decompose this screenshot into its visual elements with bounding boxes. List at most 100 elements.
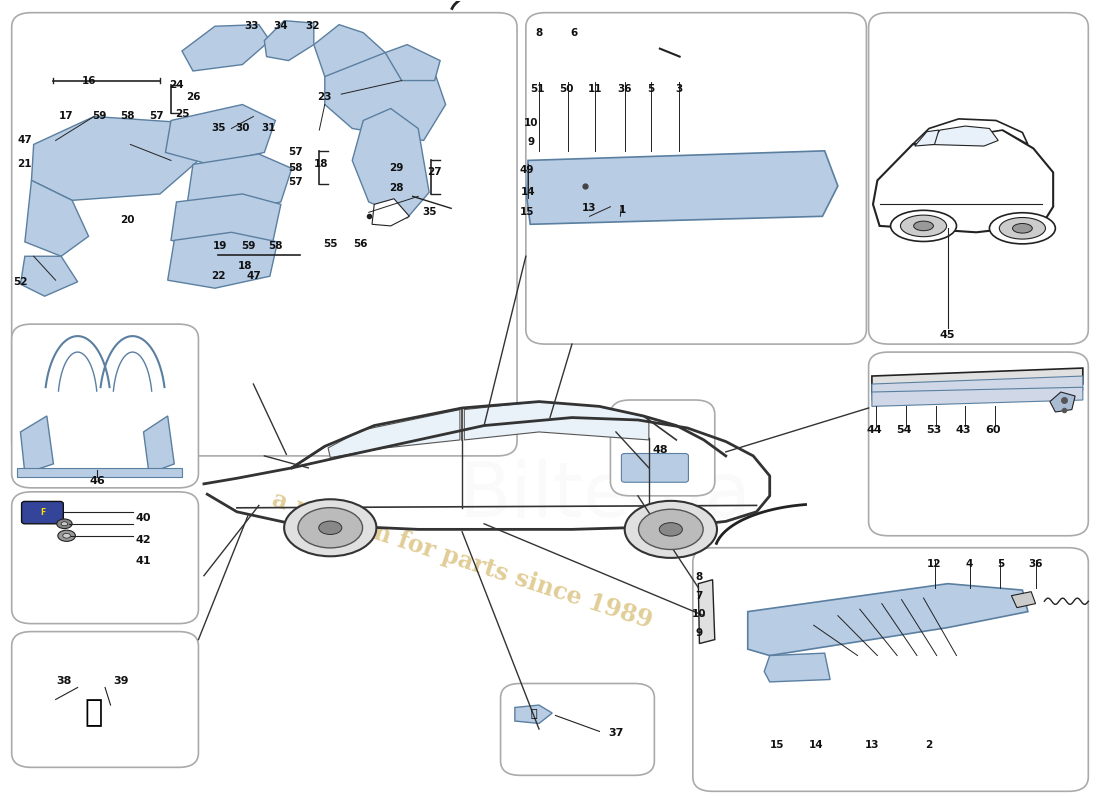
- Polygon shape: [372, 198, 409, 226]
- Ellipse shape: [62, 522, 68, 526]
- Ellipse shape: [319, 521, 342, 534]
- Text: Biltema: Biltema: [217, 347, 509, 421]
- Ellipse shape: [625, 501, 717, 558]
- Text: 60: 60: [984, 426, 1001, 435]
- Polygon shape: [872, 387, 1082, 406]
- Text: 15: 15: [519, 207, 535, 218]
- Text: 35: 35: [211, 123, 226, 134]
- Text: 47: 47: [18, 135, 32, 146]
- FancyBboxPatch shape: [621, 454, 689, 482]
- Text: 🐴: 🐴: [85, 698, 103, 727]
- Text: 40: 40: [135, 513, 152, 523]
- Polygon shape: [170, 194, 280, 250]
- Ellipse shape: [989, 213, 1055, 244]
- Text: 38: 38: [57, 676, 73, 686]
- Text: 57: 57: [288, 147, 302, 158]
- Polygon shape: [264, 21, 314, 61]
- Text: 58: 58: [120, 111, 134, 122]
- Ellipse shape: [659, 522, 682, 536]
- FancyBboxPatch shape: [526, 13, 867, 344]
- Text: 34: 34: [274, 22, 288, 31]
- Text: 5: 5: [648, 83, 654, 94]
- Text: a passion for parts since 1989: a passion for parts since 1989: [270, 486, 656, 633]
- Text: F: F: [40, 508, 45, 517]
- Text: 13: 13: [582, 203, 597, 214]
- Polygon shape: [143, 416, 174, 474]
- Ellipse shape: [284, 499, 376, 556]
- Polygon shape: [385, 45, 440, 81]
- Text: 12: 12: [927, 558, 942, 569]
- Polygon shape: [1011, 592, 1035, 608]
- Text: 28: 28: [389, 183, 404, 194]
- Text: 30: 30: [235, 123, 250, 134]
- Polygon shape: [21, 416, 54, 474]
- Polygon shape: [328, 410, 460, 458]
- Text: 16: 16: [81, 75, 96, 86]
- Ellipse shape: [994, 217, 1049, 241]
- Text: 59: 59: [241, 241, 255, 251]
- Text: 32: 32: [306, 22, 320, 31]
- Text: 27: 27: [427, 167, 442, 178]
- Ellipse shape: [57, 519, 73, 529]
- Ellipse shape: [63, 534, 70, 538]
- Polygon shape: [187, 154, 292, 212]
- Text: 56: 56: [353, 239, 367, 250]
- Text: 7: 7: [695, 590, 703, 601]
- Text: 23: 23: [318, 91, 332, 102]
- Polygon shape: [872, 368, 1082, 394]
- Text: 51: 51: [530, 83, 546, 94]
- Text: 55: 55: [323, 239, 338, 250]
- Polygon shape: [352, 109, 429, 218]
- FancyBboxPatch shape: [12, 631, 198, 767]
- Text: 49: 49: [519, 165, 535, 175]
- Text: 11: 11: [587, 83, 603, 94]
- Text: 35: 35: [422, 207, 437, 218]
- Text: 48: 48: [652, 445, 668, 454]
- Text: 25: 25: [175, 109, 189, 119]
- Text: 21: 21: [18, 159, 32, 170]
- Polygon shape: [515, 705, 552, 723]
- Text: 10: 10: [524, 118, 539, 128]
- Text: Biltema: Biltema: [459, 459, 751, 533]
- Text: 58: 58: [268, 241, 283, 251]
- Text: 36: 36: [1028, 558, 1043, 569]
- Text: 43: 43: [955, 426, 971, 435]
- Polygon shape: [913, 119, 1027, 145]
- FancyBboxPatch shape: [693, 548, 1088, 791]
- Polygon shape: [698, 580, 715, 643]
- Polygon shape: [25, 180, 89, 256]
- Polygon shape: [748, 584, 1027, 655]
- Polygon shape: [930, 126, 998, 146]
- Text: 3: 3: [675, 83, 682, 94]
- Text: 50: 50: [559, 83, 574, 94]
- Polygon shape: [18, 468, 182, 477]
- Ellipse shape: [1012, 223, 1032, 233]
- Ellipse shape: [638, 510, 703, 550]
- Text: 9: 9: [528, 137, 535, 147]
- Polygon shape: [21, 256, 78, 296]
- Polygon shape: [324, 53, 446, 141]
- Text: 9: 9: [696, 628, 703, 638]
- Text: 31: 31: [262, 123, 276, 134]
- Text: 46: 46: [89, 477, 106, 486]
- Text: 59: 59: [92, 111, 107, 122]
- FancyBboxPatch shape: [12, 324, 198, 488]
- Text: 41: 41: [135, 556, 152, 566]
- Text: 24: 24: [169, 79, 184, 90]
- Text: 14: 14: [520, 187, 536, 198]
- Ellipse shape: [901, 215, 947, 237]
- Polygon shape: [314, 25, 385, 85]
- Text: 37: 37: [608, 728, 624, 738]
- Text: 45: 45: [939, 330, 956, 339]
- Text: 17: 17: [59, 111, 74, 122]
- Text: 19: 19: [213, 241, 228, 251]
- Text: 10: 10: [692, 609, 706, 619]
- Text: 6: 6: [571, 28, 578, 38]
- Ellipse shape: [298, 508, 363, 548]
- FancyBboxPatch shape: [500, 683, 654, 775]
- Ellipse shape: [914, 221, 934, 230]
- Text: 53: 53: [926, 426, 940, 435]
- Ellipse shape: [999, 218, 1045, 239]
- Ellipse shape: [635, 514, 706, 538]
- FancyBboxPatch shape: [22, 502, 64, 524]
